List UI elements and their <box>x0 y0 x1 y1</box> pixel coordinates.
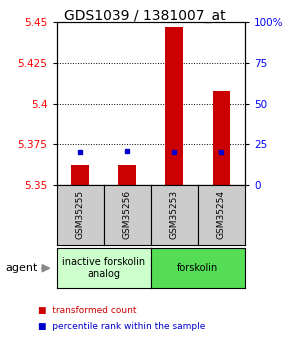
Text: ■  percentile rank within the sample: ■ percentile rank within the sample <box>38 322 205 331</box>
Text: GSM35256: GSM35256 <box>123 190 132 239</box>
Bar <box>213 90 231 185</box>
Text: forskolin: forskolin <box>177 263 219 273</box>
Text: GSM35254: GSM35254 <box>217 190 226 239</box>
Text: GSM35255: GSM35255 <box>76 190 85 239</box>
Text: agent: agent <box>6 263 38 273</box>
Text: ■  transformed count: ■ transformed count <box>38 306 136 315</box>
Text: GSM35253: GSM35253 <box>170 190 179 239</box>
Text: GDS1039 / 1381007_at: GDS1039 / 1381007_at <box>64 9 226 23</box>
Text: inactive forskolin
analog: inactive forskolin analog <box>62 257 145 279</box>
Bar <box>165 27 183 185</box>
Bar <box>118 165 136 185</box>
Bar <box>71 165 89 185</box>
